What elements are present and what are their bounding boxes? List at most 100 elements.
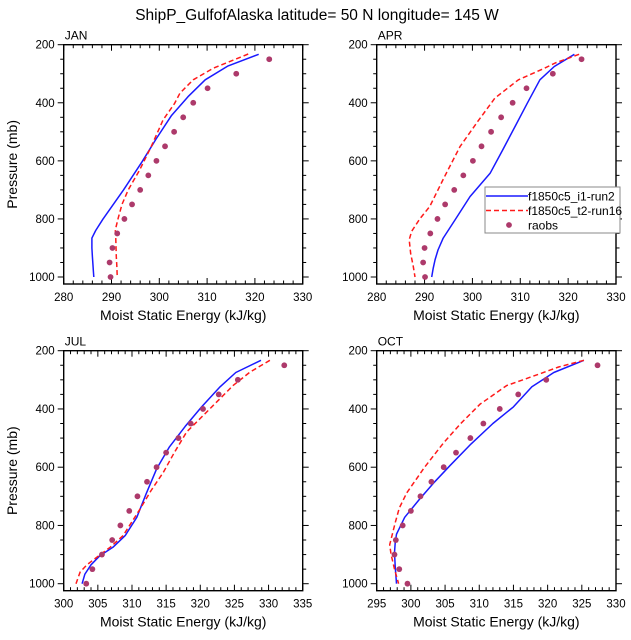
y-axis-ticks [370,350,622,585]
raobs-point [109,537,116,543]
legend-entry: f1850c5_i1-run2 [486,190,615,204]
x-tick-label: 280 [54,292,73,304]
raobs-point [428,478,435,485]
series-line-i1-run2 [91,53,259,278]
y-tick-label: 1000 [29,579,55,591]
raobs-point [496,406,503,412]
x-axis-label: Moist Static Energy (kJ/kg) [100,614,267,630]
raobs-point [109,245,116,251]
raobs-point [145,172,152,179]
x-tick-label: 315 [504,599,523,611]
y-tick-label: 800 [349,214,368,226]
raobs-point [515,391,522,398]
raobs-point [578,56,585,63]
y-tick-label: 600 [36,462,55,474]
raobs-point [404,580,411,587]
raobs-point [204,85,211,92]
y-axis-ticks [57,350,309,585]
y-tick-label: 400 [36,98,55,110]
raobs-point [420,259,427,266]
x-axis-label: Moist Static Energy (kJ/kg) [100,307,267,323]
panel-jan: JAN 280 290 300 310 320 330 200 400 600 800 1000 Moi… [4,29,312,323]
y-tick-label: 1000 [342,272,368,284]
raobs-point [453,449,459,456]
figure-title: ShipP_GulfofAlaska latitude= 50 N longit… [135,7,499,24]
series-line-t2-run16 [388,359,585,584]
raobs-point [106,259,113,266]
raobs-point [440,464,447,471]
y-tick-label: 400 [349,98,368,110]
raobs-point [153,157,160,164]
x-tick-label: 320 [245,292,264,304]
x-tick-label: 280 [367,292,386,304]
raobs-point [451,186,458,193]
raobs-point [427,230,434,237]
y-tick-label: 1000 [29,272,55,284]
raobs-point [126,507,133,514]
x-tick-label: 320 [538,599,557,611]
legend-entry: raobs [506,219,558,233]
x-tick-label: 310 [198,292,217,304]
y-tick-label: 800 [36,214,55,226]
x-tick-label: 325 [225,599,244,611]
y-tick-label: 200 [349,346,368,358]
x-tick-label: 300 [150,292,169,304]
x-tick-label: 320 [559,292,578,304]
panel-apr: APR 280 290 300 310 320 330 200 400 600 800 1000 Moi… [342,29,625,323]
series-group [91,53,273,280]
raobs-point [99,551,105,558]
raobs-point [234,376,241,383]
x-tick-label: 315 [157,599,176,611]
x-tick-label: 295 [367,599,386,611]
x-tick-label: 335 [293,599,312,611]
x-axis-ticks [63,44,304,284]
plot-frame [376,350,617,592]
x-tick-label: 330 [259,599,278,611]
y-axis-label: Pressure (mb) [4,426,20,515]
raobs-point [421,245,428,251]
raobs-point [594,362,601,369]
series-line-i1-run2 [81,359,262,584]
raobs-point [391,551,398,558]
raobs-point [83,580,90,587]
raobs-point [187,420,194,427]
series-group [408,53,585,280]
raobs-point [417,493,424,500]
raobs-point [509,99,516,106]
x-tick-label: 300 [401,599,420,611]
x-tick-label: 290 [415,292,434,304]
raobs-point [478,143,485,150]
x-tick-label: 300 [54,599,73,611]
x-axis-ticks [376,350,617,591]
plot-frame [376,44,617,285]
raobs-point [233,70,240,77]
raobs-point [134,493,141,500]
y-tick-label: 800 [36,520,55,532]
raobs-point [180,114,187,121]
x-tick-label: 310 [470,599,489,611]
raobs-point [137,186,144,193]
raobs-point [467,435,474,441]
raobs-point [392,537,399,543]
raobs-point [200,406,206,412]
raobs-point [190,99,197,106]
x-tick-label: 290 [102,292,121,304]
series-line-i1-run2 [430,53,575,278]
panel-oct: OCT 295 300 305 310 315 320 325 330 200 400 600 800 1… [342,335,625,630]
series-line-t2-run16 [75,359,271,584]
raobs-point [523,85,530,92]
x-axis-label: Moist Static Energy (kJ/kg) [413,614,580,630]
raobs-point [498,114,505,121]
raobs-point [480,420,487,427]
raobs-point [129,201,135,208]
y-tick-label: 400 [36,404,55,416]
x-tick-label: 330 [606,599,625,611]
plot-frame [63,44,304,285]
x-axis-ticks [376,44,617,284]
y-tick-label: 200 [36,40,55,52]
x-tick-label: 310 [122,599,141,611]
y-tick-label: 400 [349,404,368,416]
raobs-point [117,522,124,529]
raobs-point [281,362,288,369]
